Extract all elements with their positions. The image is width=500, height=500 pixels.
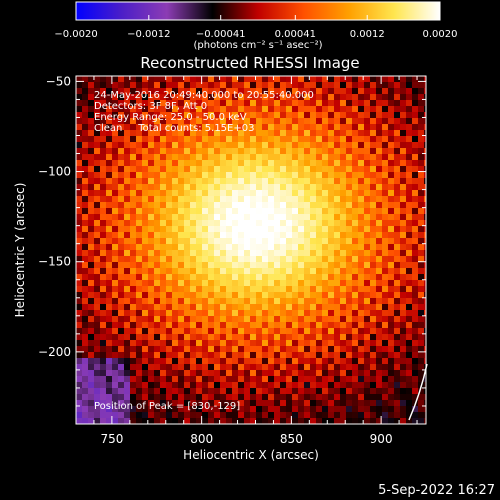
colorbar-tick-label: 0.0012 — [350, 29, 385, 40]
y-tick-label: −100 — [38, 165, 71, 179]
annotation-counts: Clean Total counts: 5.15E+03 — [94, 123, 254, 134]
colorbar-tick-label: −0.00041 — [196, 29, 246, 40]
annotation-time-range: 24-May-2016 20:49:40.000 to 20:55:40.000 — [94, 90, 314, 101]
colorbar: −0.0020 −0.0012 −0.00041 0.00041 0.0012 0.002… — [54, 1, 458, 51]
y-tick-label: −150 — [38, 255, 71, 269]
heatmap-container — [76, 76, 426, 424]
y-tick-label: −50 — [46, 74, 71, 88]
chart-title: Reconstructed RHESSI Image — [140, 54, 359, 72]
y-axis-label: Heliocentric Y (arcsec) — [13, 183, 27, 318]
limb-arc — [408, 363, 428, 421]
colorbar-gradient — [75, 1, 441, 21]
footer-date: 5-Sep-2022 16:27 — [378, 483, 495, 498]
x-tick-label: 800 — [190, 432, 213, 446]
annotation-energy-range: Energy Range: 25.0 - 50.0 keV — [94, 112, 247, 123]
peak-position-label: Position of Peak = [830,-129] — [94, 401, 240, 412]
annotation-detectors: Detectors: 3F 8F, Att 0 — [94, 101, 207, 112]
colorbar-ticks: −0.0020 −0.0012 −0.00041 0.00041 0.0012 0.002… — [54, 15, 458, 40]
colorbar-unit-label: (photons cm⁻² s⁻¹ asec⁻²) — [193, 40, 322, 51]
annotation-block: 24-May-2016 20:49:40.000 to 20:55:40.000… — [94, 90, 314, 134]
colorbar-tick-label: 0.0020 — [423, 29, 458, 40]
heatmap-image — [76, 76, 426, 424]
axis-ticks: 750 800 850 900 −50 −100 −150 −200 — [38, 74, 426, 446]
plot-area: 750 800 850 900 −50 −100 −150 −200 24-May-2016 … — [38, 74, 428, 446]
colorbar-tick-label: −0.0020 — [54, 29, 97, 40]
x-tick-label: 750 — [100, 432, 123, 446]
x-tick-label: 850 — [280, 432, 303, 446]
colorbar-tick-label: 0.00041 — [275, 29, 316, 40]
y-tick-label: −200 — [38, 345, 71, 359]
x-axis-label: Heliocentric X (arcsec) — [183, 448, 319, 462]
plot-frame — [75, 75, 427, 425]
x-tick-label: 900 — [370, 432, 393, 446]
colorbar-tick-label: −0.0012 — [127, 29, 170, 40]
